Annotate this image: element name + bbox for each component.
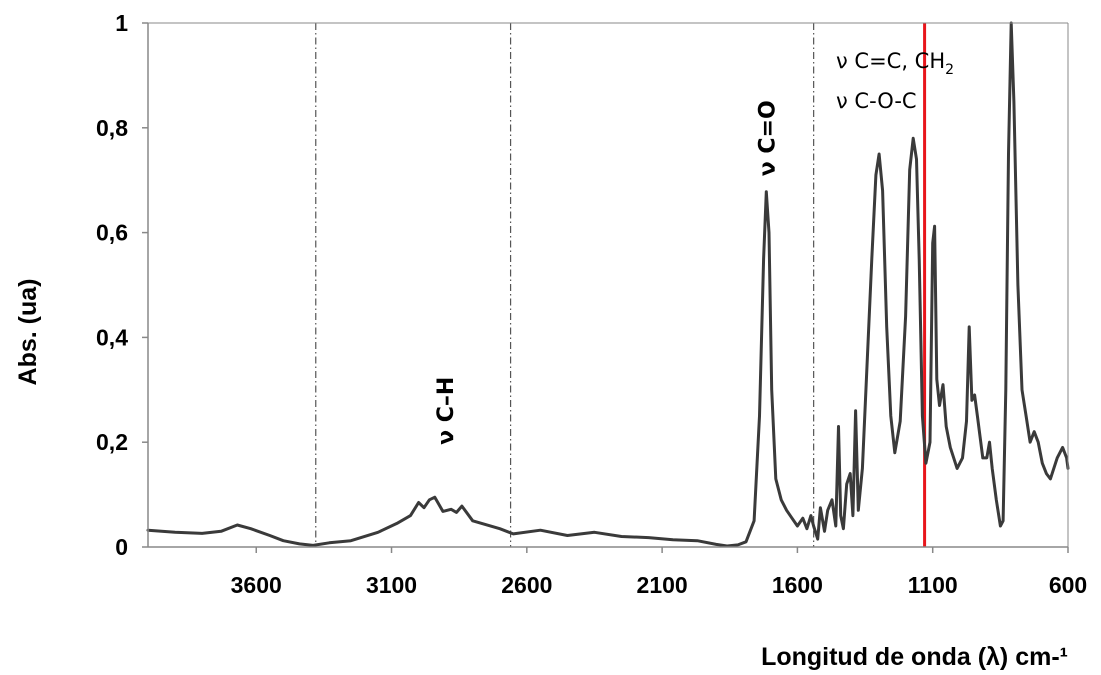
y-tick-label: 0,8: [96, 115, 128, 141]
x-tick-label: 2600: [501, 572, 552, 598]
annotation-cc-ch2-text: ν C=C, CH: [836, 49, 945, 73]
y-tick-label: 0,4: [96, 324, 128, 350]
annotation-cc-ch2: ν C=C, CH2: [836, 49, 954, 78]
y-tick-label: 0,2: [96, 429, 128, 455]
annotation-coc: ν C-O-C: [836, 89, 917, 113]
x-tick-label: 1600: [772, 572, 823, 598]
x-tick-label: 3600: [231, 572, 282, 598]
y-axis-label: Abs. (ua): [14, 279, 42, 386]
x-axis: 3600 3100 2600 2100 1600 1100 600: [231, 547, 1087, 598]
y-tick-label: 1: [115, 10, 128, 36]
y-axis: 0 0,2 0,4 0,6 0,8 1: [96, 10, 148, 560]
x-tick-label: 2100: [637, 572, 688, 598]
annotation-cc-ch2-subscript: 2: [945, 62, 954, 78]
x-axis-label: Longitud de onda (λ) cm-¹: [761, 643, 1068, 671]
annotation-ch-stretch: ν C–H: [434, 377, 459, 445]
y-tick-label: 0: [115, 534, 128, 560]
plot-frame: [147, 22, 1069, 548]
reference-lines: [315, 23, 927, 547]
y-tick-label: 0,6: [96, 220, 128, 246]
spectrum-line: [146, 21, 1070, 548]
x-tick-label: 3100: [366, 572, 417, 598]
x-tick-label: 1100: [908, 572, 958, 598]
x-tick-label: 600: [1049, 572, 1087, 598]
annotation-co-stretch: ν C=O: [755, 100, 780, 176]
